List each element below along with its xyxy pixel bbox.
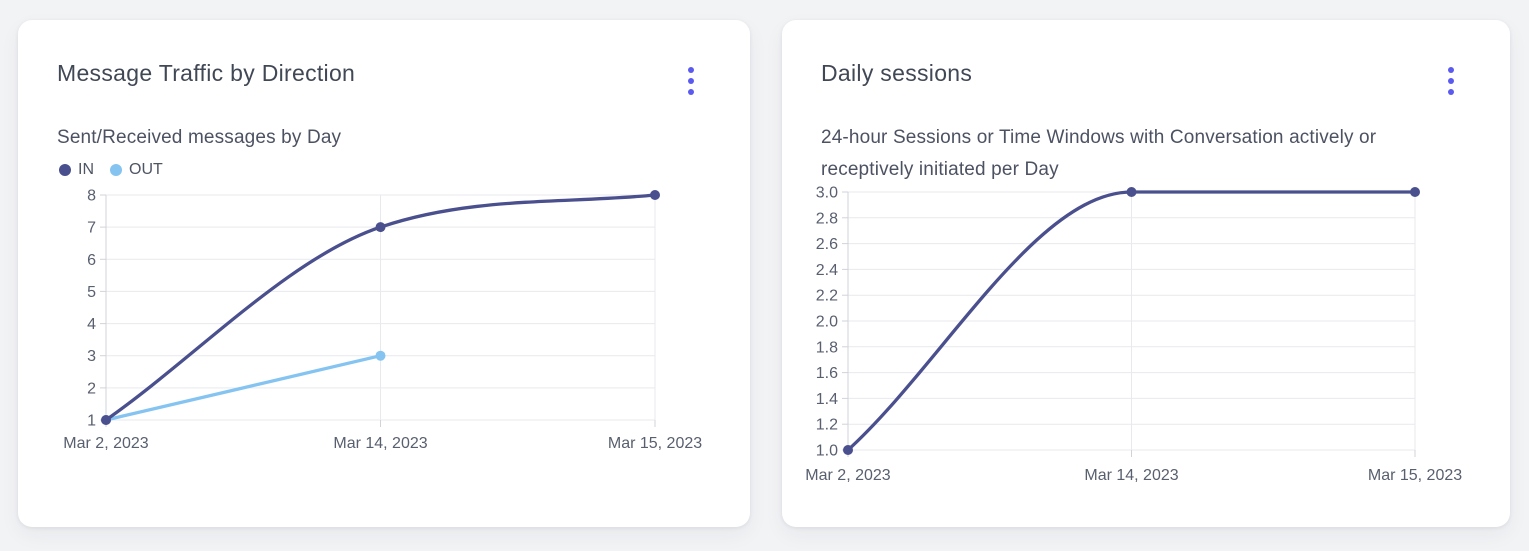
- svg-text:5: 5: [87, 284, 96, 301]
- svg-text:2.6: 2.6: [816, 236, 838, 253]
- kebab-menu-icon[interactable]: [1440, 67, 1462, 95]
- svg-text:2.0: 2.0: [816, 314, 838, 331]
- svg-text:1.0: 1.0: [816, 443, 838, 460]
- kebab-menu-icon[interactable]: [680, 67, 702, 95]
- svg-text:4: 4: [87, 316, 96, 333]
- svg-text:Mar 2, 2023: Mar 2, 2023: [63, 435, 148, 452]
- legend-swatch-icon: [110, 164, 122, 176]
- svg-text:2: 2: [87, 380, 96, 397]
- daily-sessions-card: Daily sessions 24-hour Sessions or Time …: [782, 20, 1510, 527]
- daily-sessions-line-chart: 3.0 2.8 2.6 2.4 2.2 2.0 1.8 1.6 1.4 1.2 1.0 Mar 2, …: [805, 185, 1462, 485]
- svg-text:2.4: 2.4: [816, 262, 838, 279]
- card-title: Message Traffic by Direction: [57, 60, 356, 86]
- svg-text:Mar 2, 2023: Mar 2, 2023: [805, 467, 890, 484]
- message-traffic-card: Message Traffic by Direction Sent/Receiv…: [18, 20, 750, 527]
- message-traffic-line-chart: 8 7 6 5 4 3 2 1 Mar 2, 2023 Mar 14, 2023 Mar 15, 2…: [63, 188, 702, 453]
- svg-text:Mar 15, 2023: Mar 15, 2023: [1368, 467, 1462, 484]
- svg-text:3: 3: [87, 348, 96, 365]
- svg-text:6: 6: [87, 252, 96, 269]
- svg-text:3.0: 3.0: [816, 185, 838, 202]
- card-title: Daily sessions: [821, 60, 973, 86]
- svg-text:Mar 14, 2023: Mar 14, 2023: [333, 435, 427, 452]
- legend-label: IN: [78, 161, 94, 178]
- svg-text:Mar 15, 2023: Mar 15, 2023: [608, 435, 702, 452]
- legend-swatch-icon: [59, 164, 71, 176]
- svg-text:1: 1: [87, 413, 96, 430]
- svg-text:8: 8: [87, 188, 96, 205]
- chart-legend: IN OUT: [59, 160, 163, 180]
- svg-text:7: 7: [87, 220, 96, 237]
- svg-text:2.8: 2.8: [816, 210, 838, 227]
- legend-item-in[interactable]: IN: [59, 161, 94, 179]
- svg-text:1.2: 1.2: [816, 417, 838, 434]
- legend-label: OUT: [129, 161, 163, 178]
- svg-text:2.2: 2.2: [816, 288, 838, 305]
- svg-text:1.6: 1.6: [816, 365, 838, 382]
- card-subtitle: 24-hour Sessions or Time Windows with Co…: [821, 127, 1377, 180]
- svg-text:1.8: 1.8: [816, 339, 838, 356]
- legend-item-out[interactable]: OUT: [110, 161, 163, 179]
- svg-text:Mar 14, 2023: Mar 14, 2023: [1084, 467, 1178, 484]
- card-subtitle: Sent/Received messages by Day: [57, 127, 342, 148]
- svg-text:1.4: 1.4: [816, 391, 838, 408]
